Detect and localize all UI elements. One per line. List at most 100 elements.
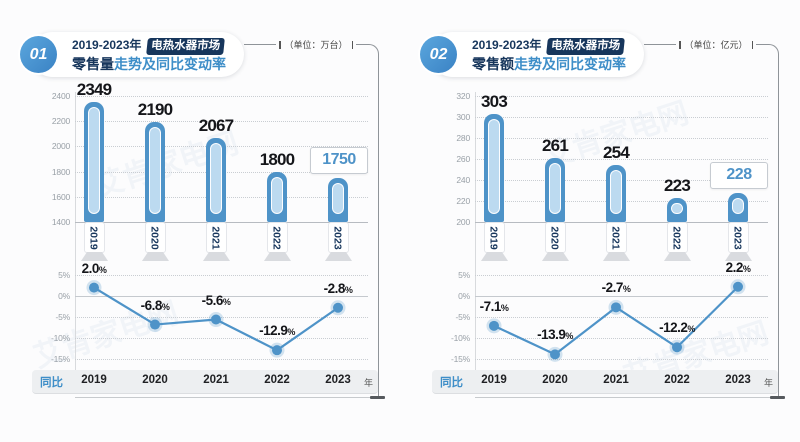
percent-sign: % — [687, 324, 695, 335]
grid-line — [475, 296, 768, 297]
yoy-value: -13.9 — [537, 327, 566, 343]
yoy-value: -6.8 — [140, 297, 163, 313]
y-tick-label: 240 — [456, 175, 470, 185]
band-year-label: 2019 — [481, 374, 507, 386]
title-rest: 走势及同比变动率 — [514, 56, 626, 72]
year-pedestal: 2020 — [545, 223, 565, 252]
bar-value-label: 254 — [603, 143, 630, 163]
plot-area-retail-volume: 2400 2200 2000 1800 1600 1400 5% 0% -5% -10% -15% 2… — [18, 30, 385, 415]
y-tick-label: -5% — [55, 312, 70, 322]
bar-inner-stripe — [732, 197, 744, 214]
bar — [728, 192, 748, 222]
y-tick-label: 2200 — [51, 116, 70, 127]
percent-sign: % — [287, 327, 295, 338]
chart-title-line2: 零售额走势及同比变动率 — [472, 55, 636, 73]
yoy-value: 2.2 — [725, 259, 744, 275]
unit-tick-right — [751, 40, 754, 49]
bracket-foot — [370, 395, 385, 399]
year-pedestal: 2022 — [667, 223, 687, 252]
line-point — [611, 302, 621, 313]
year-pedestal: 2023 — [728, 223, 748, 252]
grid-line — [75, 222, 368, 223]
y-tick-label: -5% — [455, 312, 470, 322]
x-axis-unit-suffix: 年 — [763, 378, 773, 388]
band-year-label: 2023 — [325, 374, 351, 386]
yoy-value: -2.8 — [323, 280, 346, 296]
bar-inner-stripe — [271, 176, 283, 214]
bar-value-highlight-box: 1750 — [310, 146, 368, 174]
yoy-value-label: 2.0% — [54, 261, 134, 276]
grid-line — [75, 296, 368, 297]
pedestal-base — [263, 252, 291, 261]
pedestal-base — [480, 252, 508, 261]
grid-line — [75, 275, 368, 276]
yoy-value-label: 2.2% — [698, 260, 778, 275]
unit-label: （单位：亿元） — [676, 37, 757, 52]
line-point — [672, 342, 682, 353]
chart-number-badge: 01 — [20, 36, 57, 73]
grid-line — [475, 138, 768, 139]
bar — [328, 177, 348, 222]
yoy-row-label: 同比 — [440, 377, 463, 389]
y-tick-label: 220 — [456, 196, 470, 206]
unit-tick-left — [679, 40, 681, 49]
x-axis-unit-suffix: 年 — [363, 378, 373, 388]
yoy-value-label: -5.6% — [176, 293, 256, 308]
yoy-value-label: -12.9% — [237, 323, 317, 338]
band-year-label: 2023 — [725, 374, 751, 386]
bar — [484, 113, 504, 222]
grid-line — [75, 317, 368, 318]
y-tick-label: 2400 — [51, 91, 70, 101]
pedestal-base — [202, 252, 230, 261]
grid-line — [475, 159, 768, 160]
bar-inner-stripe — [671, 202, 683, 214]
grid-line — [475, 117, 768, 118]
yoy-value: -12.2 — [659, 320, 688, 336]
line-point — [89, 282, 99, 293]
chart-title-line1: 2019-2023年 电热水器市场 — [72, 37, 236, 55]
title-metric: 零售量 — [72, 56, 114, 72]
bar — [545, 157, 565, 222]
percent-sign: % — [565, 331, 573, 342]
y-tick-label: 1600 — [51, 191, 70, 202]
x-axis-band: 同比 2019 2020 2021 2022 2023 年 — [32, 370, 378, 394]
yoy-value: -12.9 — [259, 323, 288, 339]
percent-sign: % — [98, 264, 107, 275]
grid-line — [475, 275, 768, 276]
bar — [667, 197, 687, 222]
yoy-value-label: -6.8% — [115, 298, 195, 313]
bracket-foot — [770, 395, 785, 399]
y-tick-label: -15% — [450, 354, 470, 364]
y-tick-label: 320 — [456, 91, 470, 101]
title-year-range: 2019-2023年 — [72, 38, 142, 52]
yoy-value: 2.0 — [81, 260, 100, 276]
y-axis-line — [475, 92, 476, 370]
y-tick-label: -10% — [450, 333, 470, 343]
y-tick-label: 1400 — [51, 217, 70, 227]
chart-title-pill: 2019-2023年 电热水器市场 零售额走势及同比变动率 — [430, 32, 644, 77]
band-year-label: 2021 — [603, 374, 629, 386]
pedestal-base — [602, 252, 630, 261]
y-tick-label: 1800 — [51, 166, 70, 177]
y-tick-label: 5% — [458, 270, 470, 280]
year-pedestal: 2021 — [206, 223, 226, 252]
line-point — [150, 319, 160, 330]
line-point — [489, 320, 499, 331]
bar-value-label: 303 — [481, 91, 508, 111]
yoy-line-chart — [86, 280, 346, 358]
pedestal-base — [724, 252, 752, 261]
title-market-tag: 电热水器市场 — [145, 38, 225, 55]
yoy-value-label: -2.8% — [298, 281, 378, 296]
title-year-range: 2019-2023年 — [472, 38, 542, 52]
plot-area-retail-value: 320 300 280 260 240 220 200 5% 0% -5% -10% -15% 303 2… — [418, 30, 785, 415]
bar-value-label: 2349 — [76, 80, 112, 100]
pedestal-base — [663, 252, 691, 261]
percent-sign: % — [161, 301, 170, 312]
grid-line — [75, 121, 368, 123]
pedestal-base — [324, 252, 352, 261]
bar — [84, 102, 104, 222]
pedestal-base — [80, 252, 108, 261]
yoy-line-chart — [486, 279, 746, 362]
bar-inner-stripe — [332, 182, 344, 214]
percent-sign: % — [742, 263, 751, 274]
